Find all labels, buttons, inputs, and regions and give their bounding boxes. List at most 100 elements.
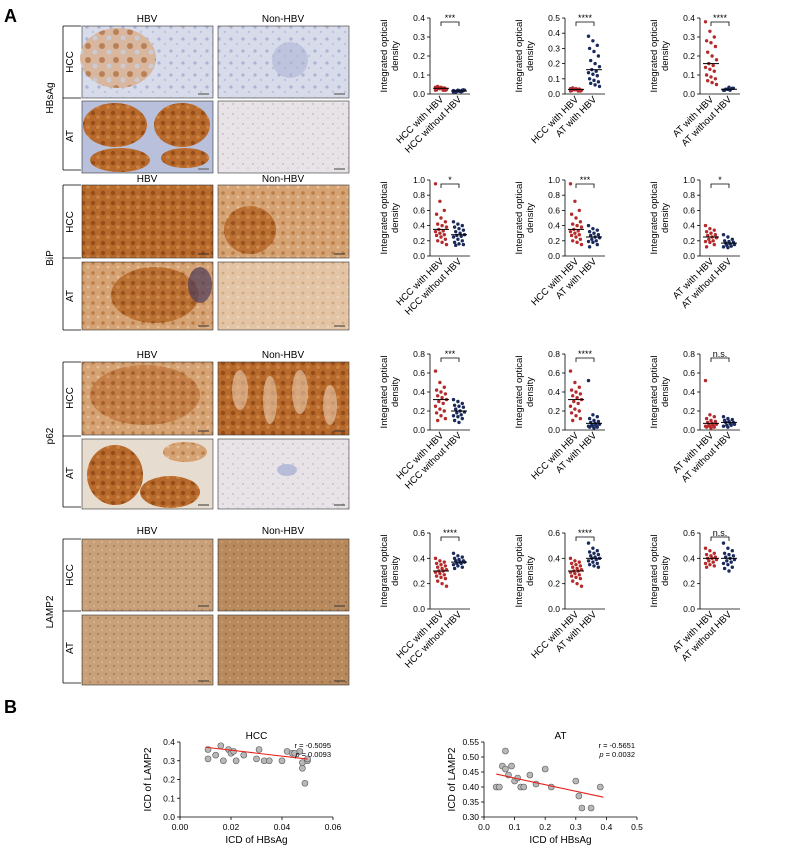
data-point: [589, 81, 593, 86]
data-point: [576, 229, 580, 233]
data-point: [457, 557, 461, 562]
data-point: [232, 757, 240, 765]
y-tick-label: 0.1: [163, 793, 175, 803]
significance-bracket: [575, 357, 595, 362]
y-tick-label: 0.0: [683, 604, 695, 614]
data-point: [726, 546, 730, 550]
marker-label-p62: p62: [45, 427, 56, 444]
y-axis-label: density: [525, 203, 536, 233]
y-axis-label: Integrated optical: [379, 20, 390, 93]
row-label-hcc: HCC: [65, 387, 76, 409]
y-axis-label: Integrated optical: [649, 20, 660, 93]
data-point: [704, 229, 709, 234]
data-point: [704, 73, 709, 77]
y-tick-label: 0.6: [413, 368, 425, 378]
y-tick-label: 0.4: [548, 387, 560, 397]
data-point: [596, 552, 601, 557]
data-point: [593, 61, 597, 66]
dot-plot: 0.0 0.1 0.2 0.3 0.4 Integrated optical density…: [649, 13, 740, 149]
data-point: [433, 182, 438, 186]
data-point: [579, 225, 584, 229]
data-point: [596, 419, 601, 424]
col-header-hbv: HBV: [137, 174, 158, 185]
y-tick-label: 0.2: [163, 775, 175, 785]
data-point: [706, 50, 710, 54]
y-tick-label: 0.2: [548, 579, 560, 589]
y-tick-label: 0.0: [413, 425, 425, 435]
significance-label: n.s.: [713, 528, 728, 538]
data-point: [714, 58, 719, 62]
y-axis-label: density: [390, 203, 401, 233]
data-point: [460, 401, 464, 406]
data-point: [713, 419, 718, 424]
correlation-plot: HCC 0.0 0.1 0.2 0.3 0.4 0.00 0.02 0.04 0.06 ICD of…: [143, 731, 342, 846]
p-value: p = 0.0093: [294, 750, 331, 759]
dot-plot: 0.0 0.2 0.4 0.6 0.8 1.0 Integrated optical dens…: [514, 175, 605, 308]
significance-label: *: [718, 175, 722, 185]
data-point: [575, 223, 579, 228]
data-point: [591, 546, 595, 550]
data-point: [443, 237, 448, 241]
regression-line: [205, 746, 308, 760]
y-tick-label: 0.6: [413, 528, 425, 538]
dot-plot: 0.0 0.2 0.4 0.6 0.8 Integrated optical density…: [649, 349, 740, 485]
x-tick-label: 0.5: [631, 822, 643, 832]
data-point: [708, 413, 712, 417]
data-point: [578, 392, 583, 396]
data-point: [434, 574, 439, 578]
data-point: [587, 46, 592, 51]
data-point: [727, 85, 731, 90]
y-tick-label: 1.0: [548, 175, 560, 185]
data-point: [444, 242, 449, 247]
data-point: [575, 566, 579, 571]
y-axis-label: Integrated optical: [649, 182, 660, 255]
data-point: [708, 29, 712, 33]
data-point: [502, 765, 509, 773]
data-point: [713, 77, 718, 81]
data-point: [721, 424, 726, 428]
data-point: [456, 222, 460, 226]
y-tick-label: 1.0: [413, 175, 425, 185]
data-point: [706, 79, 710, 83]
micrograph-image: [217, 100, 350, 174]
data-point: [569, 233, 574, 238]
data-point: [278, 757, 286, 765]
data-point: [595, 561, 599, 566]
data-point: [709, 554, 713, 558]
y-tick-label: 0.0: [413, 604, 425, 614]
significance-label: ****: [578, 349, 593, 359]
data-point: [434, 388, 439, 392]
data-point: [592, 564, 596, 568]
data-point: [569, 388, 574, 392]
y-tick-label: 0.3: [683, 32, 695, 42]
y-tick-label: 0.2: [413, 406, 425, 416]
y-tick-label: 0.6: [683, 368, 695, 378]
data-point: [587, 804, 595, 812]
data-point: [575, 792, 583, 800]
x-tick-label: 0.00: [172, 822, 189, 832]
correlation-plots: HCC 0.0 0.1 0.2 0.3 0.4 0.00 0.02 0.04 0.06 ICD of…: [143, 731, 643, 846]
regression-line: [496, 773, 604, 798]
data-point: [452, 240, 457, 245]
data-point: [703, 239, 708, 244]
y-axis-label: density: [660, 556, 671, 586]
data-point: [712, 415, 716, 419]
data-point: [708, 67, 712, 72]
y-tick-label: 0.45: [462, 767, 479, 777]
data-point: [456, 564, 460, 568]
r-value: r = -0.5095: [295, 741, 331, 750]
y-tick-label: 0.0: [163, 812, 175, 822]
data-point: [548, 783, 555, 791]
data-point: [596, 233, 601, 237]
data-point: [573, 571, 577, 576]
data-point: [710, 80, 714, 85]
data-point: [587, 77, 592, 81]
data-point: [577, 573, 581, 577]
data-point: [709, 426, 713, 430]
data-point: [586, 541, 591, 545]
data-point: [711, 560, 715, 564]
data-point: [710, 54, 714, 58]
row-label-at: AT: [65, 642, 76, 654]
data-point: [461, 228, 466, 232]
